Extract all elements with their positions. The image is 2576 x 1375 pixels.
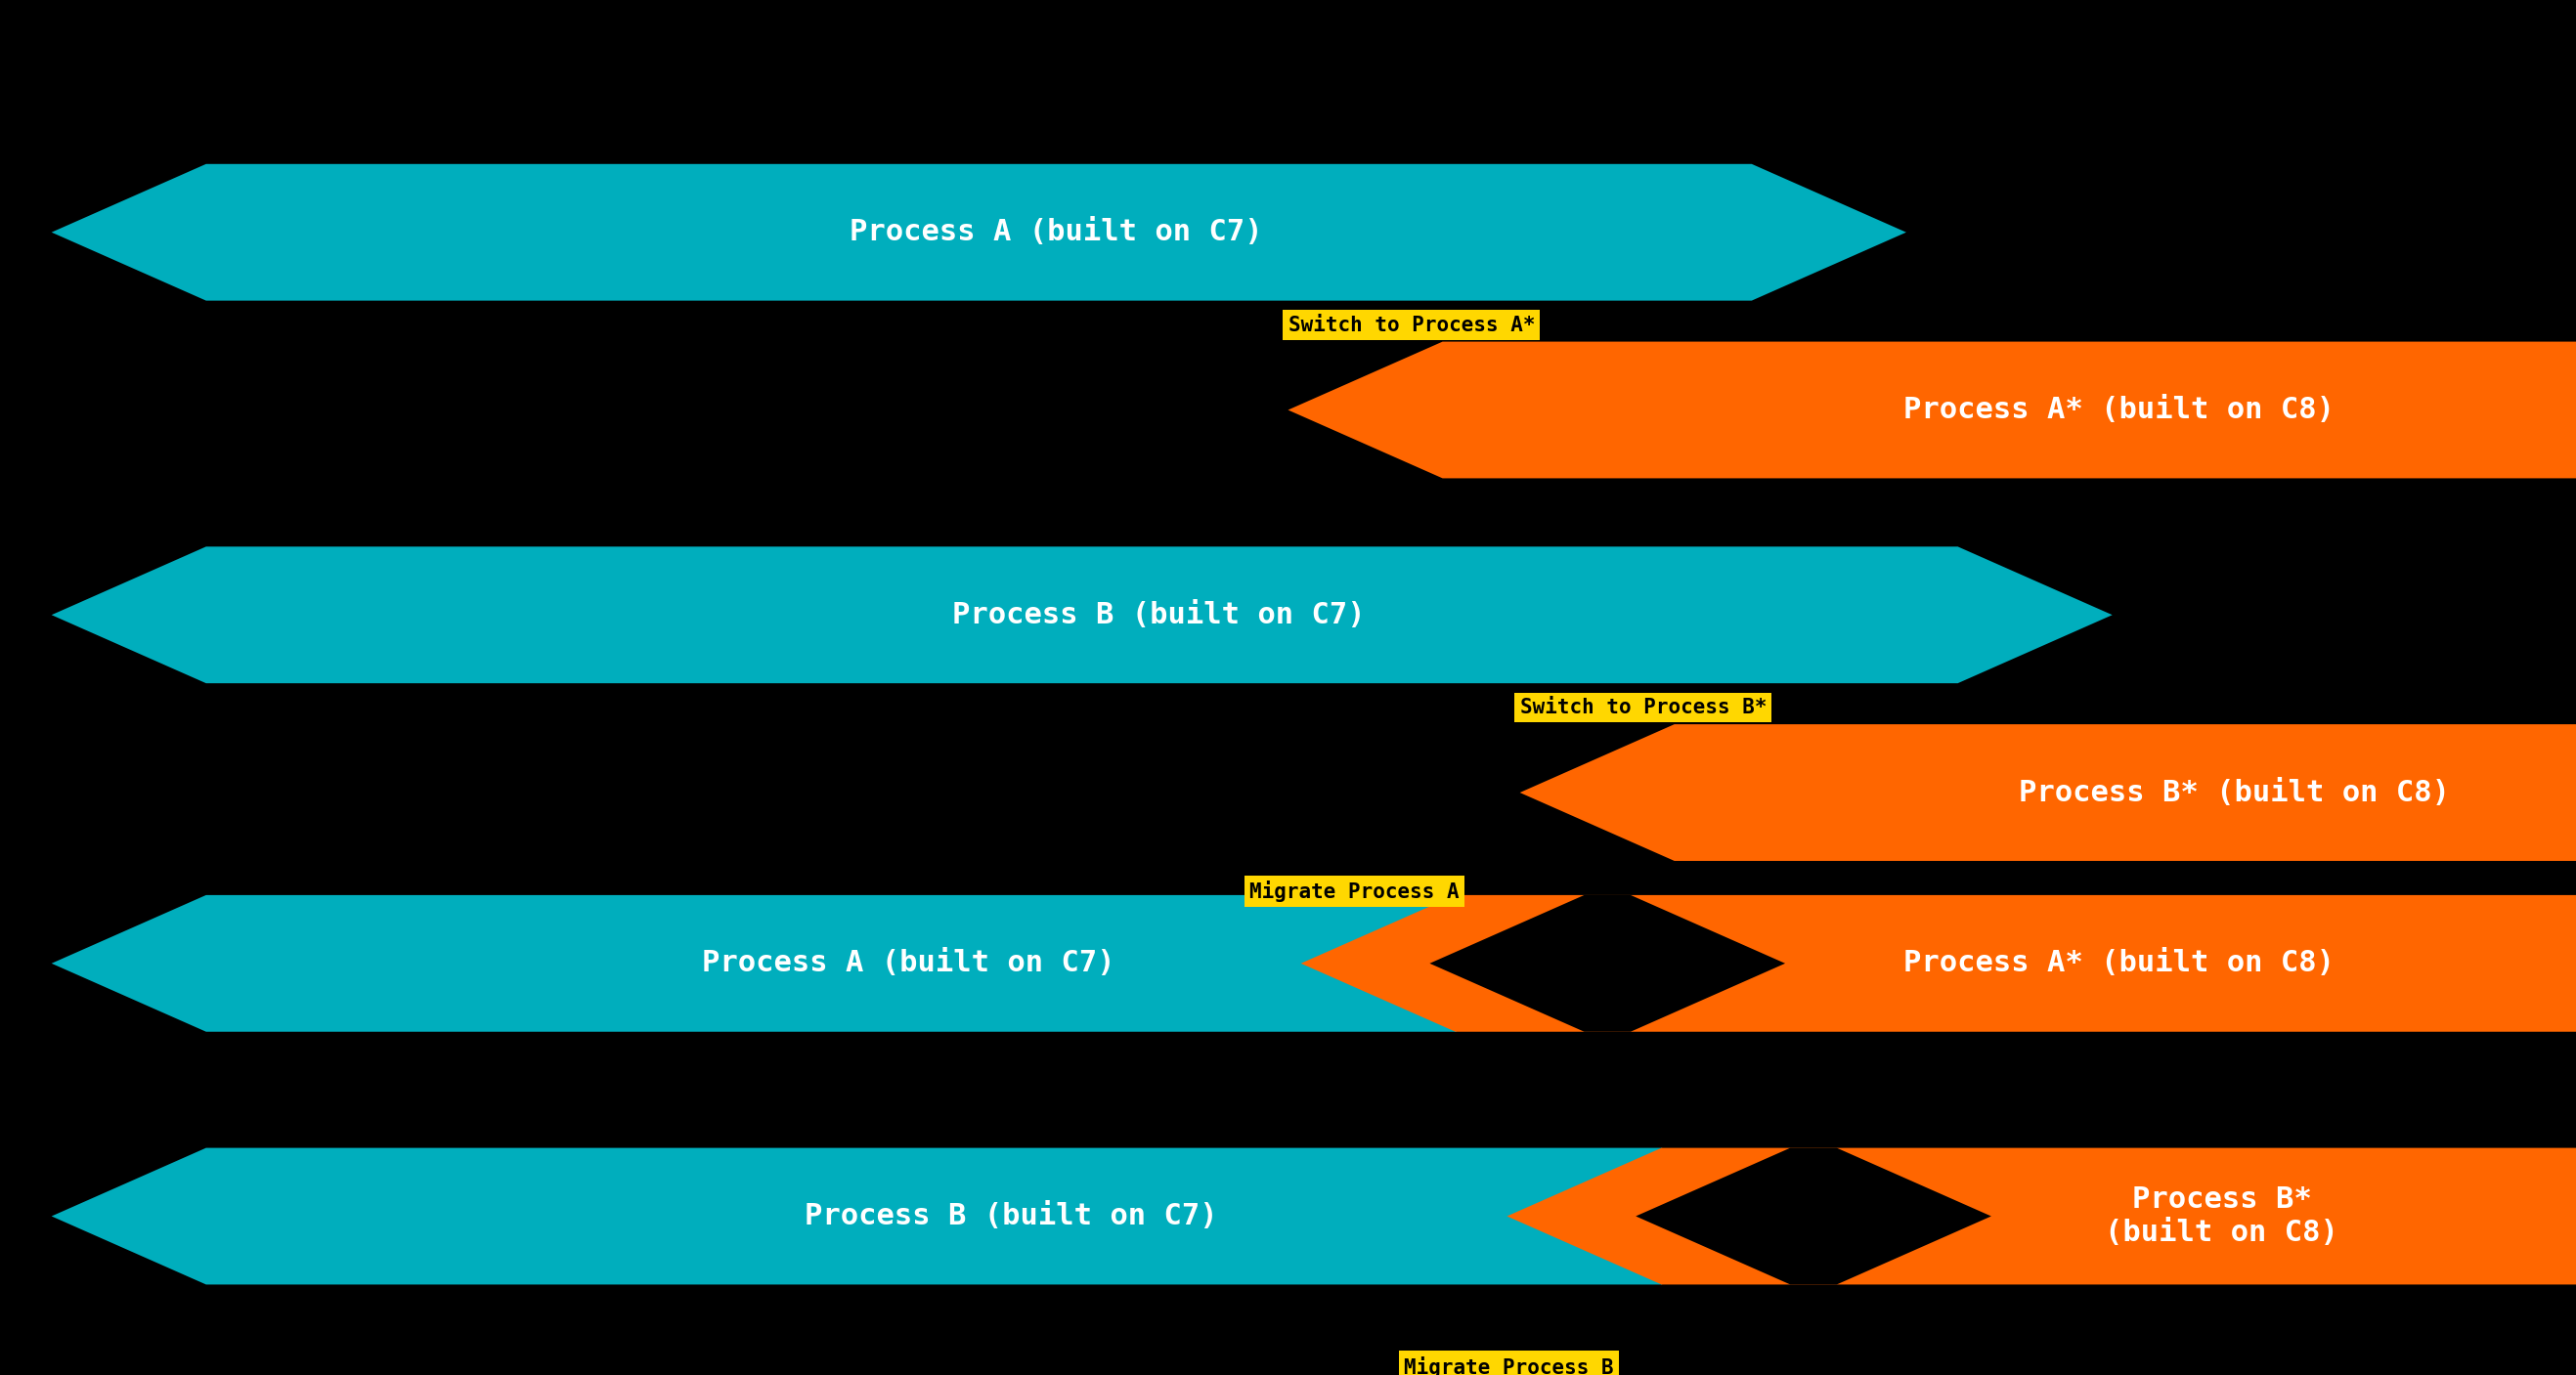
Polygon shape — [52, 164, 1906, 301]
Polygon shape — [52, 895, 1610, 1031]
Text: Process A* (built on C8): Process A* (built on C8) — [1904, 396, 2334, 423]
Polygon shape — [52, 1148, 1816, 1284]
Polygon shape — [1301, 895, 2576, 1031]
Text: Process A (built on C7): Process A (built on C7) — [850, 219, 1262, 246]
Polygon shape — [1288, 341, 2576, 478]
Text: Process B (built on C7): Process B (built on C7) — [804, 1202, 1218, 1231]
Text: Process B* (built on C8): Process B* (built on C8) — [2020, 778, 2450, 807]
Polygon shape — [1636, 1148, 1991, 1284]
Polygon shape — [1430, 895, 1785, 1031]
Polygon shape — [52, 547, 2112, 683]
Polygon shape — [1520, 725, 2576, 861]
Text: Switch to Process A*: Switch to Process A* — [1288, 315, 1535, 334]
Text: Switch to Process B*: Switch to Process B* — [1520, 698, 1767, 718]
Text: Process A (built on C7): Process A (built on C7) — [701, 949, 1115, 978]
Text: Process A* (built on C8): Process A* (built on C8) — [1904, 949, 2334, 978]
Text: Process B (built on C7): Process B (built on C7) — [953, 601, 1365, 630]
Text: Migrate Process A: Migrate Process A — [1249, 880, 1458, 902]
Text: Migrate Process B: Migrate Process B — [1404, 1356, 1613, 1375]
Text: Process B*
(built on C8): Process B* (built on C8) — [2105, 1185, 2339, 1247]
Polygon shape — [1507, 1148, 2576, 1284]
